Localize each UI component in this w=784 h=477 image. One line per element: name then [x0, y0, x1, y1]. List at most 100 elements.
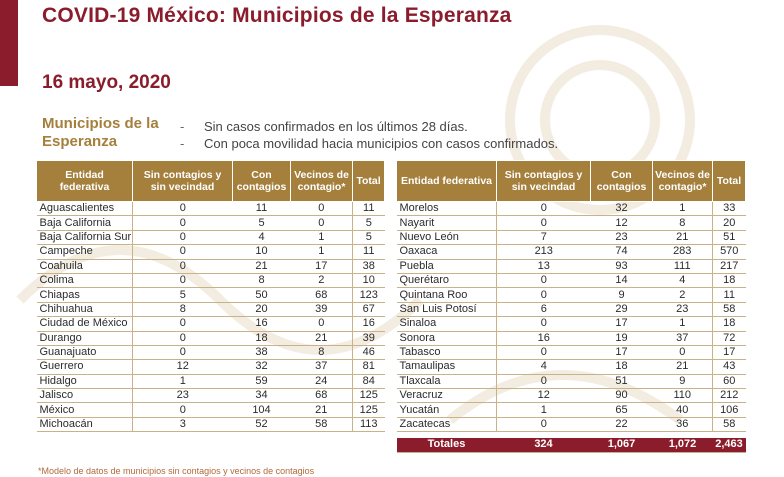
- state-name-cell: Morelos: [396, 201, 497, 217]
- state-name-cell: Michoacán: [36, 417, 133, 433]
- table-row: Baja California Sur 0 4 1 5: [36, 230, 385, 246]
- totals-label: Totales: [396, 438, 497, 453]
- with-contagion-cell: 21: [232, 259, 291, 274]
- no-contagion-cell: 213: [496, 244, 591, 260]
- no-contagion-cell: 0: [496, 287, 591, 303]
- total-cell: 38: [352, 259, 385, 274]
- criteria-list: - Sin casos confirmados en los últimos 2…: [180, 118, 558, 152]
- no-contagion-cell: 3: [132, 417, 233, 433]
- page-title: COVID-19 México: Municipios de la Espera…: [42, 4, 512, 27]
- neighbors-cell: 37: [290, 359, 353, 375]
- with-contagion-cell: 29: [590, 302, 653, 318]
- no-contagion-cell: 0: [132, 345, 233, 361]
- no-contagion-cell: 0: [132, 259, 233, 274]
- total-cell: 81: [352, 359, 385, 375]
- neighbors-cell: 23: [652, 302, 713, 318]
- no-contagion-cell: 0: [132, 230, 233, 246]
- column-header-state: Entidad federativa: [396, 160, 497, 202]
- neighbors-cell: 37: [652, 331, 713, 346]
- report-date: 16 mayo, 2020: [42, 72, 171, 93]
- column-header-neighbors: Vecinos de contagio*: [290, 160, 353, 202]
- neighbors-cell: 2: [290, 273, 353, 289]
- state-name-cell: Oaxaca: [396, 244, 497, 260]
- neighbors-cell: 1: [290, 244, 353, 260]
- state-name-cell: Chihuahua: [36, 302, 133, 318]
- with-contagion-cell: 34: [232, 388, 291, 404]
- neighbors-cell: 21: [652, 230, 713, 246]
- no-contagion-cell: 12: [132, 359, 233, 375]
- footnote: *Modelo de datos de municipios sin conta…: [38, 466, 315, 476]
- total-cell: 67: [352, 302, 385, 318]
- total-cell: 217: [712, 259, 746, 274]
- neighbors-cell: 4: [652, 273, 713, 289]
- neighbors-cell: 1: [290, 230, 353, 246]
- state-name-cell: Yucatán: [396, 402, 497, 418]
- criteria-text: Sin casos confirmados en los últimos 28 …: [204, 119, 468, 134]
- no-contagion-cell: 1: [496, 402, 591, 418]
- total-cell: 58: [712, 417, 746, 433]
- total-cell: 123: [352, 287, 385, 303]
- no-contagion-cell: 16: [496, 331, 591, 346]
- no-contagion-cell: 4: [496, 359, 591, 375]
- total-cell: 84: [352, 374, 385, 390]
- state-name-cell: Chiapas: [36, 287, 133, 303]
- total-cell: 113: [352, 417, 385, 433]
- table-row: Tlaxcala 0 51 9 60: [396, 374, 746, 390]
- table-row: Chiapas 5 50 68 123: [36, 287, 385, 303]
- with-contagion-cell: 23: [590, 230, 653, 246]
- table-row: Tabasco 0 17 0 17: [396, 345, 746, 361]
- state-name-cell: Coahuila: [36, 259, 133, 274]
- no-contagion-cell: 0: [132, 215, 233, 231]
- neighbors-cell: 1: [652, 316, 713, 332]
- neighbors-cell: 0: [290, 201, 353, 217]
- neighbors-cell: 283: [652, 244, 713, 260]
- no-contagion-cell: 13: [496, 259, 591, 274]
- state-name-cell: San Luis Potosí: [396, 302, 497, 318]
- no-contagion-cell: 8: [132, 302, 233, 318]
- table-row: Yucatán 1 65 40 106: [396, 402, 746, 418]
- table-row: Guanajuato 0 38 8 46: [36, 345, 385, 361]
- table-row: Colima 0 8 2 10: [36, 273, 385, 289]
- state-name-cell: Durango: [36, 331, 133, 346]
- no-contagion-cell: 0: [132, 316, 233, 332]
- no-contagion-cell: 12: [496, 388, 591, 404]
- state-name-cell: México: [36, 402, 133, 418]
- with-contagion-cell: 8: [232, 273, 291, 289]
- table-row: Tamaulipas 4 18 21 43: [396, 359, 746, 375]
- neighbors-cell: 21: [290, 331, 353, 346]
- state-name-cell: Nayarit: [396, 215, 497, 231]
- column-header-total: Total: [712, 160, 746, 202]
- table-row: Campeche 0 10 1 11: [36, 244, 385, 260]
- total-cell: 125: [352, 402, 385, 418]
- with-contagion-cell: 19: [590, 331, 653, 346]
- state-name-cell: Tlaxcala: [396, 374, 497, 390]
- with-contagion-cell: 17: [590, 316, 653, 332]
- neighbors-cell: 68: [290, 287, 353, 303]
- total-cell: 17: [712, 345, 746, 361]
- state-name-cell: Aguascalientes: [36, 201, 133, 217]
- with-contagion-cell: 51: [590, 374, 653, 390]
- state-name-cell: Puebla: [396, 259, 497, 274]
- column-header-with-contagion: Con contagios: [590, 160, 653, 202]
- accent-bar: [0, 0, 18, 86]
- neighbors-cell: 110: [652, 388, 713, 404]
- state-name-cell: Hidalgo: [36, 374, 133, 390]
- with-contagion-cell: 32: [590, 201, 653, 217]
- column-header-total: Total: [352, 160, 385, 202]
- no-contagion-cell: 0: [132, 331, 233, 346]
- bullet-dash: -: [180, 136, 185, 151]
- state-name-cell: Guerrero: [36, 359, 133, 375]
- total-cell: 212: [712, 388, 746, 404]
- state-name-cell: Jalisco: [36, 388, 133, 404]
- table-row: Veracruz 12 90 110 212: [396, 388, 746, 404]
- with-contagion-cell: 16: [232, 316, 291, 332]
- neighbors-cell: 0: [290, 316, 353, 332]
- with-contagion-cell: 12: [590, 215, 653, 231]
- total-cell: 5: [352, 230, 385, 246]
- totals-no-contagion: 324: [496, 438, 591, 453]
- total-cell: 60: [712, 374, 746, 390]
- with-contagion-cell: 9: [590, 287, 653, 303]
- column-header-neighbors: Vecinos de contagio*: [652, 160, 713, 202]
- no-contagion-cell: 0: [132, 201, 233, 217]
- with-contagion-cell: 32: [232, 359, 291, 375]
